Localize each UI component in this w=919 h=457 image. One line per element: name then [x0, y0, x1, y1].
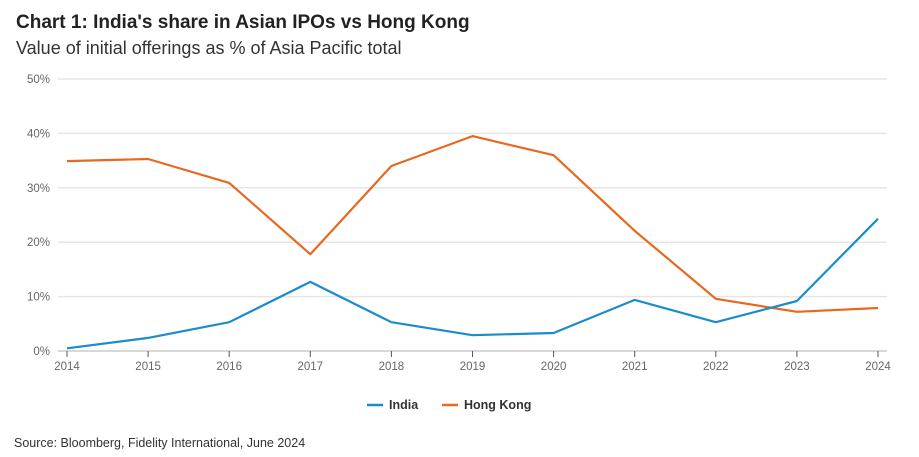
y-tick-label: 0%	[33, 346, 50, 358]
legend-label[interactable]: India	[389, 398, 419, 412]
x-tick-label: 2024	[865, 361, 891, 373]
legend: India Hong Kong	[367, 398, 531, 412]
y-axis: 0% 10% 20% 30% 40% 50%	[27, 74, 50, 358]
legend-label[interactable]: Hong Kong	[464, 398, 531, 412]
x-tick-label: 2018	[379, 361, 405, 373]
x-tick-label: 2019	[460, 361, 486, 373]
chart-subtitle: Value of initial offerings as % of Asia …	[16, 38, 402, 58]
series-line-hong-kong	[66, 135, 879, 313]
x-tick-label: 2014	[54, 361, 80, 373]
chart-title: Chart 1: India's share in Asian IPOs vs …	[16, 12, 470, 33]
x-axis: 2014 2015 2016 2017 2018 2019 2020 2021 2022 2023…	[54, 350, 891, 373]
x-tick-label: 2021	[622, 361, 648, 373]
x-tick-label: 2017	[298, 361, 324, 373]
series-lines	[66, 135, 879, 350]
y-tick-label: 50%	[27, 74, 50, 86]
series-line-india	[66, 218, 879, 350]
y-tick-label: 10%	[27, 292, 50, 304]
source-note: Source: Bloomberg, Fidelity Internationa…	[14, 436, 306, 450]
x-tick-label: 2022	[703, 361, 729, 373]
x-tick-label: 2023	[784, 361, 810, 373]
gridlines	[58, 78, 887, 298]
x-tick-label: 2020	[541, 361, 567, 373]
y-tick-label: 20%	[27, 237, 50, 249]
y-tick-label: 40%	[27, 128, 50, 140]
y-tick-label: 30%	[27, 183, 50, 195]
x-tick-label: 2016	[216, 361, 242, 373]
x-tick-label: 2015	[135, 361, 161, 373]
